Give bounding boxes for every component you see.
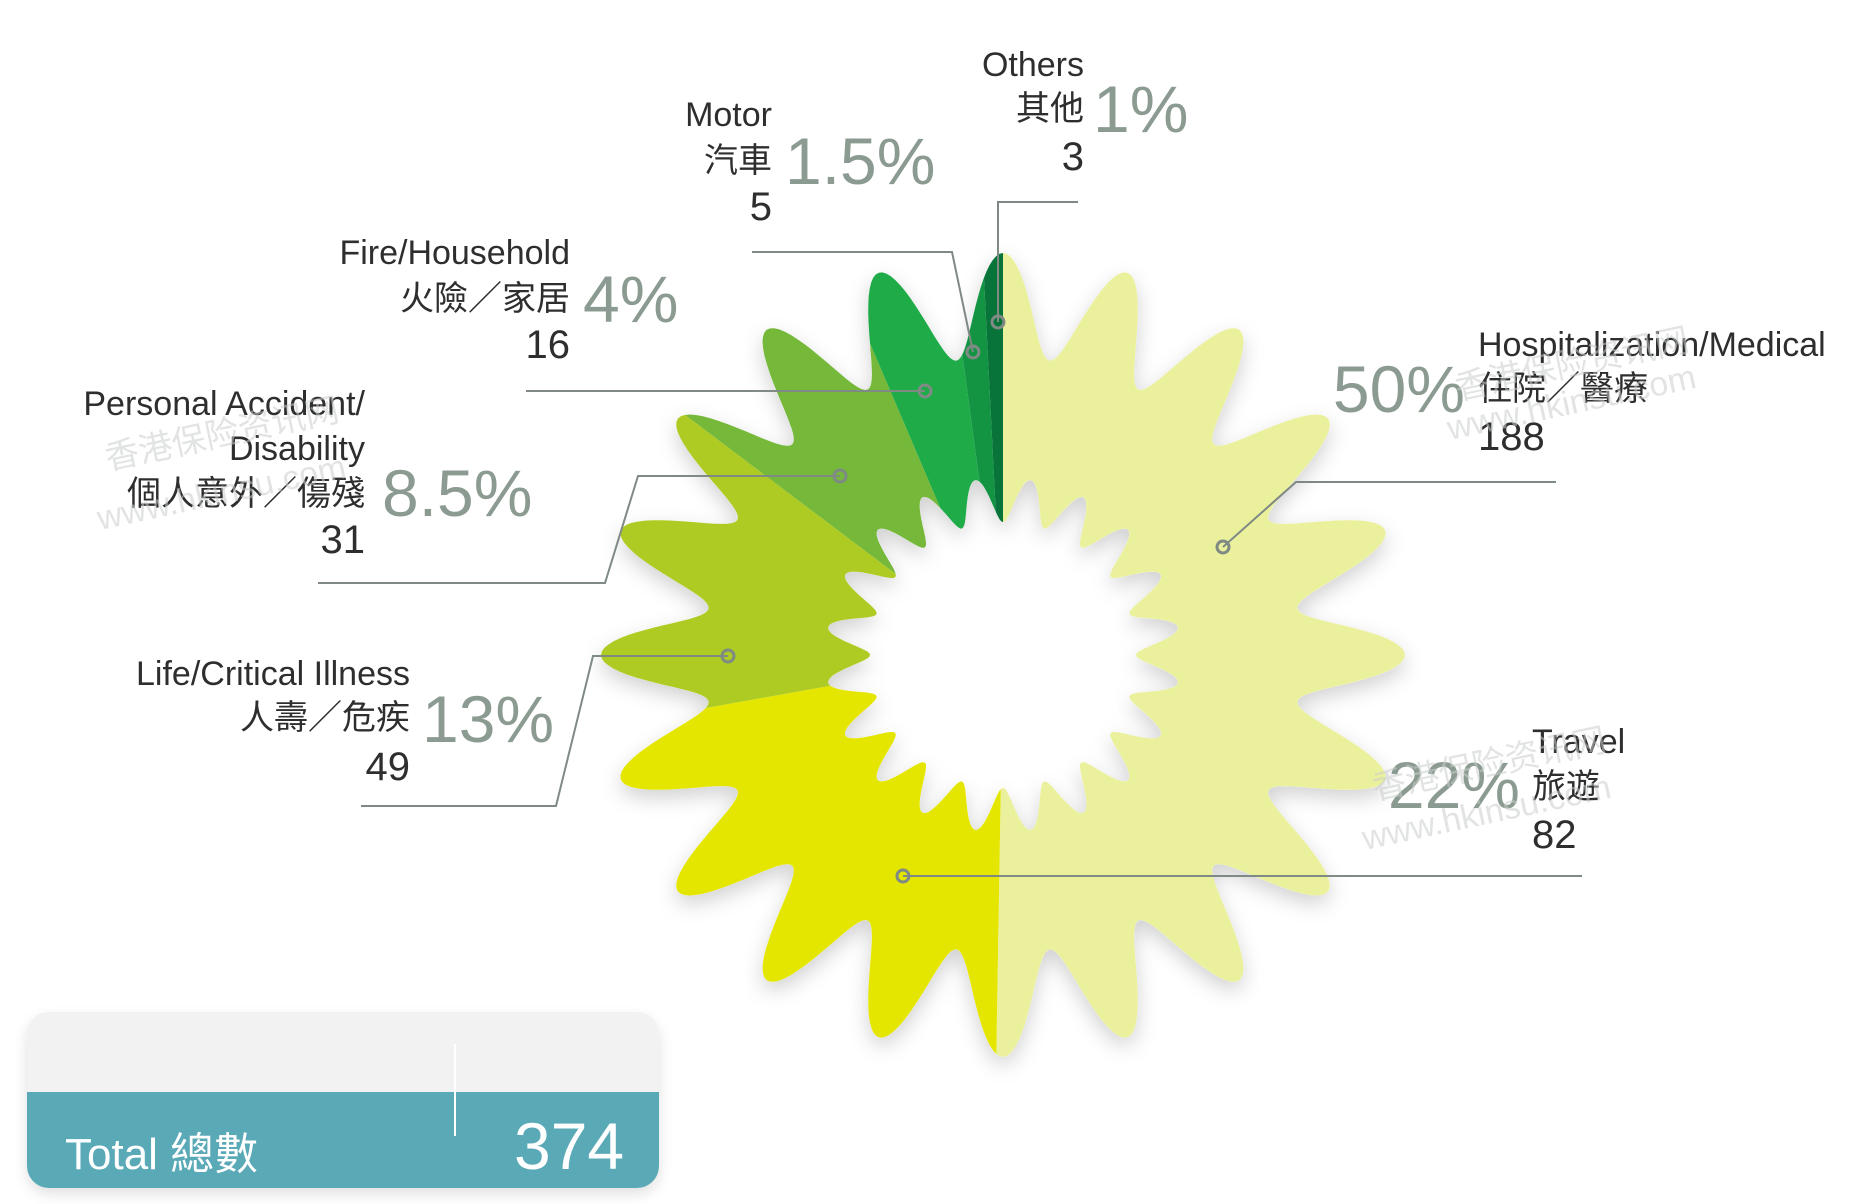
- category-label-en-travel: Travel: [1532, 723, 1625, 761]
- slice-motor: [933, 135, 1003, 655]
- percent-label-others: 1%: [1093, 72, 1188, 146]
- category-label-zh-life-critical-illness: 人壽／危疾: [240, 699, 410, 737]
- slice-others: [976, 135, 1003, 655]
- slice-travel: [491, 655, 1003, 1175]
- leader-line-personal-accident-disability: [318, 475, 840, 584]
- category-label-zh-others: 其他: [1016, 90, 1084, 128]
- leader-dot-life-critical-illness: [720, 648, 736, 664]
- category-label-zh-hospitalization-medical: 住院／醫療: [1478, 370, 1648, 408]
- leader-dot-personal-accident-disability: [832, 468, 848, 484]
- category-label-en-hospitalization-medical: Hospitalization/Medical: [1478, 326, 1826, 364]
- leader-dot-others: [990, 314, 1006, 330]
- category-label-zh-travel: 旅遊: [1532, 768, 1600, 806]
- category-label-en-personal-accident-disability: Personal Accident/: [83, 385, 365, 423]
- leader-dot-fire-household: [917, 383, 933, 399]
- category-label-zh-motor: 汽車: [704, 142, 772, 180]
- count-label-fire-household: 16: [526, 323, 571, 367]
- percent-label-fire-household: 4%: [583, 262, 678, 336]
- percent-label-personal-accident-disability: 8.5%: [382, 456, 532, 530]
- total-divider: [454, 1044, 456, 1136]
- category-label-zh-personal-accident-disability: 個人意外／傷殘: [127, 475, 365, 513]
- total-panel-top: [27, 1012, 659, 1092]
- percent-label-life-critical-illness: 13%: [422, 682, 554, 756]
- count-label-motor: 5: [750, 185, 772, 229]
- leader-line-life-critical-illness: [361, 655, 728, 807]
- count-label-personal-accident-disability: 31: [321, 518, 366, 562]
- percent-label-motor: 1.5%: [785, 124, 935, 198]
- slice-fire-household: [799, 139, 1003, 655]
- leader-dot-travel: [895, 868, 911, 884]
- slice-hospitalization-medical: [994, 135, 1523, 1175]
- count-label-life-critical-illness: 49: [366, 745, 411, 789]
- slice-life-critical-illness: [483, 341, 1003, 747]
- leader-line-others: [997, 201, 1078, 322]
- total-value: 374: [514, 1109, 625, 1183]
- leader-dot-hospitalization-medical: [1215, 539, 1231, 555]
- category-label-en-2-personal-accident-disability: Disability: [229, 430, 365, 468]
- category-label-en-fire-household: Fire/Household: [339, 234, 570, 272]
- category-label-en-life-critical-illness: Life/Critical Illness: [136, 655, 410, 693]
- total-bar: [27, 1092, 659, 1188]
- leader-line-motor: [752, 251, 974, 353]
- leader-line-hospitalization-medical: [1222, 481, 1556, 548]
- percent-label-travel: 22%: [1388, 748, 1520, 822]
- category-label-zh-fire-household: 火險／家居: [400, 280, 570, 318]
- count-label-travel: 82: [1532, 813, 1577, 857]
- category-label-en-others: Others: [982, 46, 1084, 84]
- leader-dot-motor: [965, 344, 981, 360]
- count-label-others: 3: [1062, 135, 1084, 179]
- slice-personal-accident-disability: [588, 176, 1003, 655]
- category-label-en-motor: Motor: [685, 96, 772, 134]
- percent-label-hospitalization-medical: 50%: [1333, 352, 1465, 426]
- count-label-hospitalization-medical: 188: [1478, 415, 1545, 459]
- total-panel: Total 總數 374: [27, 1012, 659, 1188]
- total-label: Total 總數: [65, 1130, 259, 1179]
